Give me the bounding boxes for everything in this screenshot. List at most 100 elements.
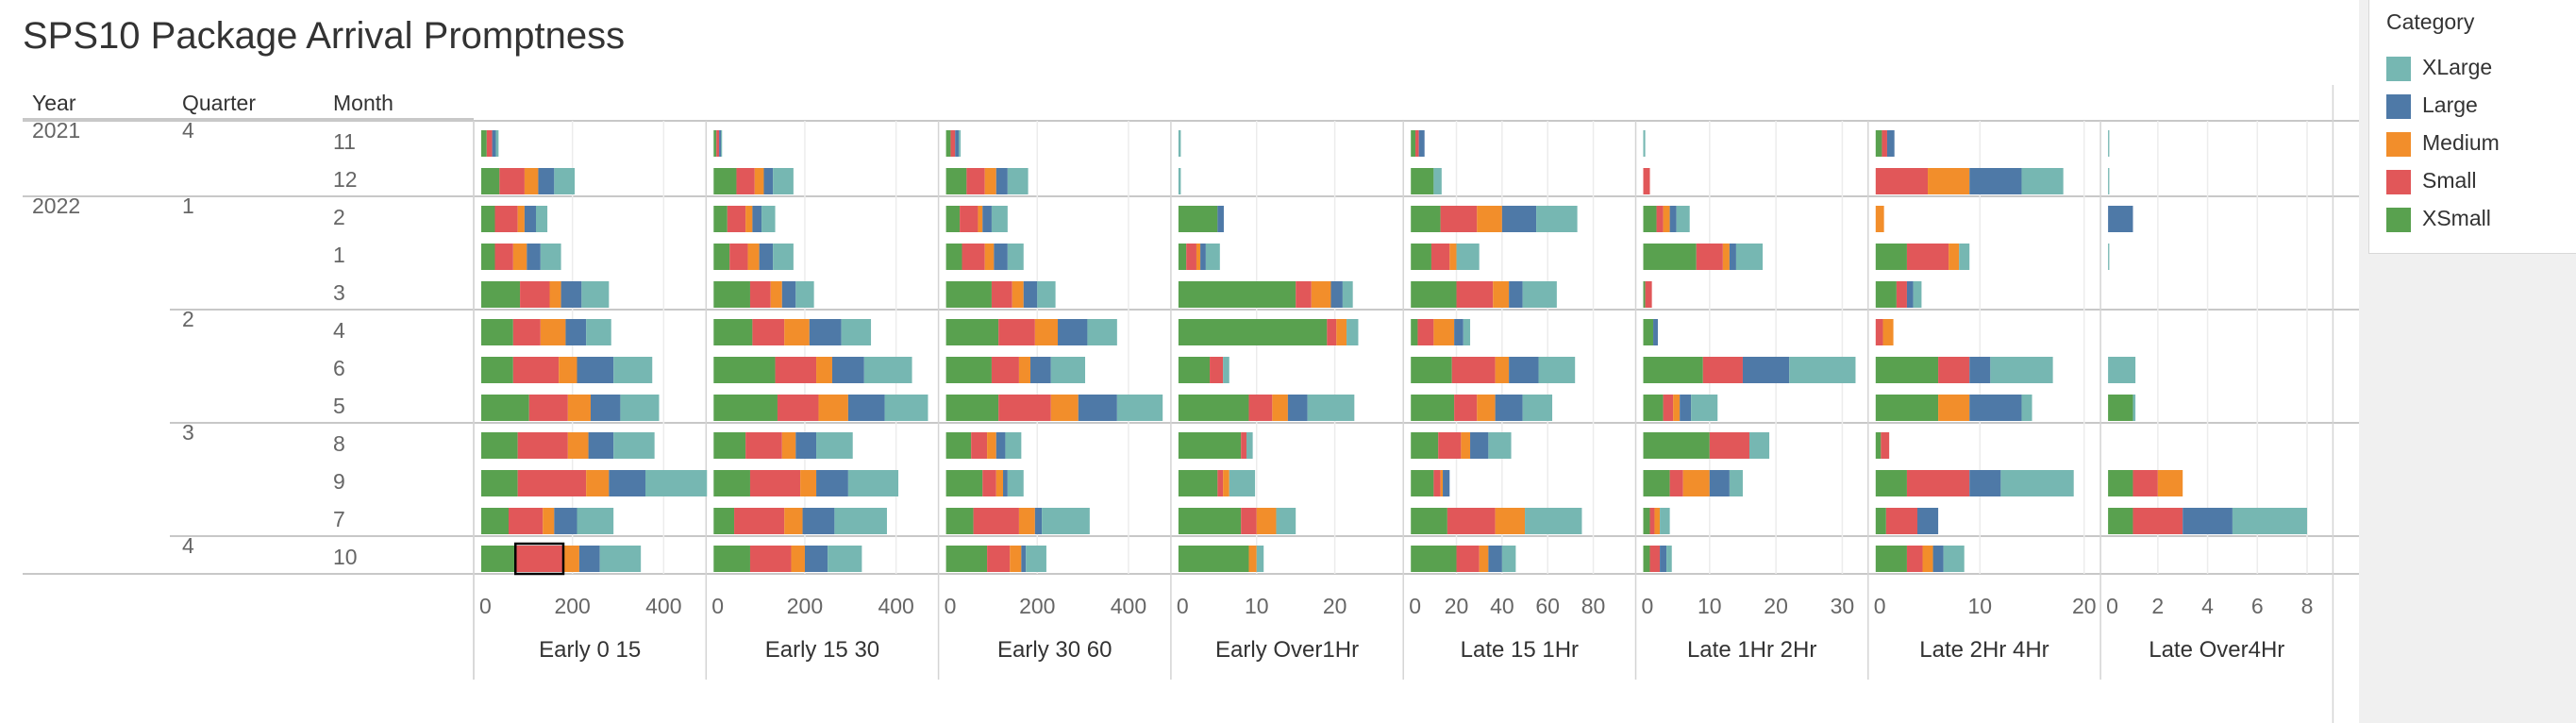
bar-segment-medium — [543, 508, 555, 534]
axis-tick-label: 8 — [2301, 594, 2314, 618]
bar-segment-xsmall — [1411, 432, 1439, 459]
bar-segment-small — [515, 546, 563, 572]
bar-segment-xlarge — [1943, 546, 1965, 572]
panel-label: Late 1Hr 2Hr — [1687, 637, 1816, 663]
bar-segment-small — [2133, 508, 2183, 534]
bar-segment-xlarge — [1789, 357, 1856, 383]
legend[interactable]: Category XLarge Large Medium Small XSmal… — [2368, 0, 2576, 254]
bar-segment-medium — [1495, 357, 1510, 383]
bar-segment-large — [538, 168, 555, 194]
bar-segment-xsmall — [945, 357, 992, 383]
bar-segment-small — [494, 206, 518, 232]
bar-segment-large — [1906, 281, 1914, 308]
axis-tick-label: 0 — [945, 594, 957, 618]
bar-segment-large — [609, 470, 645, 496]
bar-segment-medium — [1311, 281, 1331, 308]
bar-segment-small — [486, 130, 493, 157]
bar-segment-small — [1241, 508, 1257, 534]
bar-segment-xsmall — [481, 281, 521, 308]
bar-segment-xlarge — [620, 395, 660, 421]
bar-segment-xsmall — [713, 244, 730, 270]
bar-segment-xlarge — [773, 244, 794, 270]
bar-segment-large — [802, 508, 835, 534]
bar-segment-large — [554, 508, 577, 534]
bar-segment-xsmall — [713, 319, 753, 345]
bar-segment-xsmall — [945, 130, 951, 157]
bar-segment-medium — [524, 168, 539, 194]
bar-segment-xsmall — [1178, 546, 1249, 572]
bar-segment-small — [734, 508, 785, 534]
panel-label: Early 0 15 — [539, 637, 641, 663]
bar-segment-xsmall — [1643, 281, 1646, 308]
panel-label: Late Over4Hr — [2149, 637, 2284, 663]
bar-segment-xlarge — [884, 395, 928, 421]
legend-label-small: Small — [2422, 168, 2477, 193]
axis-tick-label: 0 — [479, 594, 492, 618]
axis-tick-label: 0 — [1409, 594, 1421, 618]
bar-segment-small — [1906, 470, 1970, 496]
bar-segment-large — [1729, 244, 1736, 270]
bar-segment-large — [1932, 546, 1944, 572]
bar-segment-medium — [1882, 319, 1894, 345]
bar-segment-small — [1447, 508, 1496, 534]
bar-segment-xlarge — [1522, 281, 1557, 308]
bar-segment-small — [960, 206, 979, 232]
bar-segment-xlarge — [554, 168, 576, 194]
bar-segment-large — [1709, 470, 1730, 496]
bar-segment-xlarge — [1729, 470, 1743, 496]
bar-segment-small — [1451, 357, 1496, 383]
bar-segment-xsmall — [1411, 130, 1416, 157]
row-header-year: Year — [32, 91, 76, 115]
bar-segment-xlarge — [1007, 244, 1024, 270]
axis-tick-label: 400 — [645, 594, 681, 618]
bar-segment-large — [1330, 281, 1343, 308]
panel-label: Late 15 1Hr — [1461, 637, 1579, 663]
bar-segment-xlarge — [1007, 168, 1029, 194]
bar-segment-medium — [1440, 470, 1444, 496]
bar-segment-xsmall — [1411, 357, 1452, 383]
bar-segment-xlarge — [816, 432, 853, 459]
bar-segment-xsmall — [945, 319, 999, 345]
axis-tick-label: 0 — [1874, 594, 1886, 618]
bar-segment-small — [517, 470, 587, 496]
legend-swatch-large — [2386, 94, 2411, 119]
row-label-month: 7 — [333, 507, 345, 531]
bar-segment-xsmall — [945, 470, 983, 496]
axis-tick-label: 0 — [2106, 594, 2118, 618]
bar-segment-medium — [754, 168, 764, 194]
bar-segment-xlarge — [1342, 281, 1353, 308]
bar-segment-small — [528, 395, 568, 421]
axis-tick-label: 200 — [554, 594, 590, 618]
bar-segment-xlarge — [1488, 432, 1512, 459]
bar-segment-medium — [1272, 395, 1288, 421]
legend-swatch-small — [2386, 170, 2411, 194]
legend-swatch-xlarge — [2386, 57, 2411, 81]
bar-segment-xlarge — [1037, 281, 1056, 308]
bar-segment-large — [781, 281, 796, 308]
bar-segment-xlarge — [581, 281, 610, 308]
bar-segment-large — [1969, 395, 2022, 421]
bar-segment-xsmall — [1643, 508, 1650, 534]
bar-segment-xlarge — [1116, 395, 1163, 421]
bar-segment-xlarge — [1660, 508, 1670, 534]
bar-segment-xsmall — [1411, 244, 1431, 270]
bar-segment-large — [995, 168, 1008, 194]
row-label-month: 5 — [333, 394, 345, 418]
axis-tick-label: 4 — [2201, 594, 2214, 618]
bar-segment-large — [795, 432, 817, 459]
bar-segment-xsmall — [1643, 395, 1664, 421]
bar-segment-large — [831, 357, 864, 383]
bar-segment-large — [1217, 206, 1224, 232]
bar-segment-xsmall — [713, 281, 750, 308]
bar-segment-small — [1663, 395, 1674, 421]
panel-label: Early 15 30 — [765, 637, 879, 663]
bar-segment-small — [777, 395, 819, 421]
bar-segment-medium — [1449, 244, 1457, 270]
bar-segment-xlarge — [495, 130, 499, 157]
bar-segment-small — [520, 281, 550, 308]
bar-segment-small — [1649, 508, 1655, 534]
bar-segment-xlarge — [1433, 168, 1442, 194]
bar-segment-xsmall — [1875, 508, 1886, 534]
bar-segment-medium — [745, 206, 753, 232]
bar-segment-medium — [540, 319, 566, 345]
